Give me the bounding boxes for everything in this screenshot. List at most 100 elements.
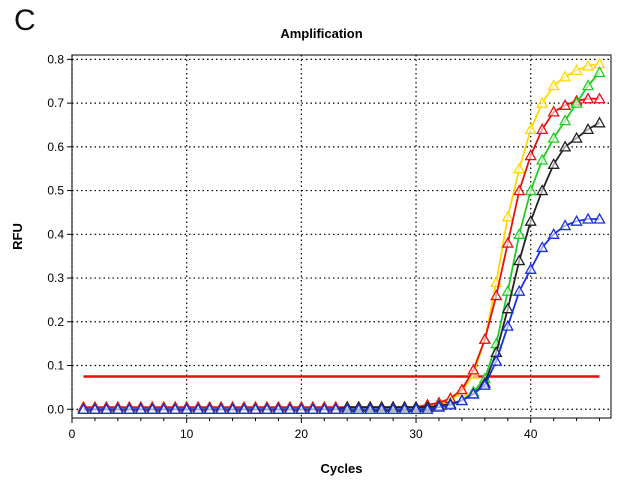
data-point [146, 402, 159, 414]
data-point [226, 402, 239, 414]
data-point [581, 79, 595, 91]
data-point [513, 227, 526, 239]
y-tick-label: 0.4 [47, 227, 64, 241]
data-point [203, 402, 216, 414]
data-point [134, 402, 147, 414]
data-point [536, 123, 549, 134]
data-point [398, 402, 411, 414]
data-point [581, 212, 595, 224]
data-point [559, 98, 572, 110]
data-point [513, 284, 526, 296]
data-point [180, 402, 193, 414]
series-line-green [83, 71, 601, 411]
data-point [524, 184, 537, 196]
ticks: 0.0 0.1 0.2 0.3 0.4 0.5 0.6 0.7 0.8 0 10 20 30 40 [47, 52, 601, 441]
data-point [524, 149, 537, 161]
data-point [559, 219, 572, 231]
data-point [559, 114, 572, 126]
y-tick-label: 0.1 [47, 359, 64, 373]
data-point [192, 402, 205, 414]
data-point [123, 402, 136, 414]
data-point [467, 387, 480, 399]
data-point [306, 402, 319, 414]
series-line-red [83, 97, 600, 409]
grid [71, 55, 611, 418]
data-point [77, 402, 90, 414]
data-point [249, 402, 262, 414]
y-tick-label: 0.6 [47, 140, 64, 154]
data-point [364, 402, 377, 414]
x-tick-label: 0 [69, 427, 76, 441]
data-point [260, 402, 274, 414]
data-point [501, 319, 514, 331]
data-point [536, 96, 549, 108]
series-red [77, 92, 606, 412]
x-tick-label: 20 [295, 427, 309, 441]
data-point [169, 402, 182, 414]
data-point [547, 227, 560, 239]
y-tick-label: 0.3 [47, 271, 64, 285]
data-point [570, 131, 583, 143]
data-point [570, 214, 583, 226]
data-point [593, 66, 606, 78]
data-point [536, 241, 549, 253]
data-point [467, 363, 480, 375]
data-point [478, 378, 491, 390]
data-point [501, 302, 514, 314]
data-point [547, 131, 560, 143]
series-line-blue [83, 218, 600, 411]
data-point [432, 400, 446, 412]
data-point [157, 402, 170, 414]
data-point [559, 140, 572, 152]
data-point [524, 214, 537, 226]
data-point [559, 70, 572, 82]
data-point [352, 402, 365, 414]
data-point [513, 184, 526, 196]
data-point [283, 402, 296, 414]
data-point [501, 210, 514, 222]
data-point [490, 354, 503, 366]
data-point [581, 123, 595, 134]
data-point [341, 402, 354, 414]
plot-frame [71, 54, 612, 419]
chart-title: Amplification [280, 26, 362, 41]
data-point [295, 402, 308, 414]
x-tick-label: 40 [524, 427, 538, 441]
data-point [513, 254, 526, 266]
data-point [593, 212, 606, 224]
x-axis-label: Cycles [321, 461, 363, 476]
series-black [77, 116, 606, 414]
y-axis-label: RFU [10, 223, 25, 250]
data-point [214, 402, 228, 414]
data-point [547, 157, 560, 169]
data-point [375, 402, 388, 414]
panel-label: C [14, 4, 36, 37]
data-point [455, 394, 469, 406]
data-point [421, 402, 434, 414]
data-point [409, 402, 423, 414]
data-point [387, 402, 400, 414]
data-point [536, 153, 549, 165]
y-tick-label: 0.0 [47, 402, 64, 416]
data-point [524, 123, 537, 134]
data-point [581, 92, 595, 104]
series-line-black [83, 122, 600, 411]
y-tick-label: 0.8 [47, 52, 64, 66]
data-point [111, 402, 124, 414]
y-tick-label: 0.2 [47, 315, 64, 329]
data-point [524, 262, 537, 274]
series-layer [77, 57, 606, 414]
data-point [329, 402, 342, 414]
data-point [547, 79, 560, 91]
data-point [536, 184, 549, 196]
data-point [501, 284, 514, 296]
data-point [490, 289, 503, 301]
data-point [237, 402, 251, 414]
data-point [455, 383, 469, 395]
data-point [593, 92, 606, 104]
y-tick-label: 0.7 [47, 96, 64, 110]
data-point [547, 105, 560, 117]
data-point [444, 398, 457, 410]
data-point [570, 63, 583, 75]
